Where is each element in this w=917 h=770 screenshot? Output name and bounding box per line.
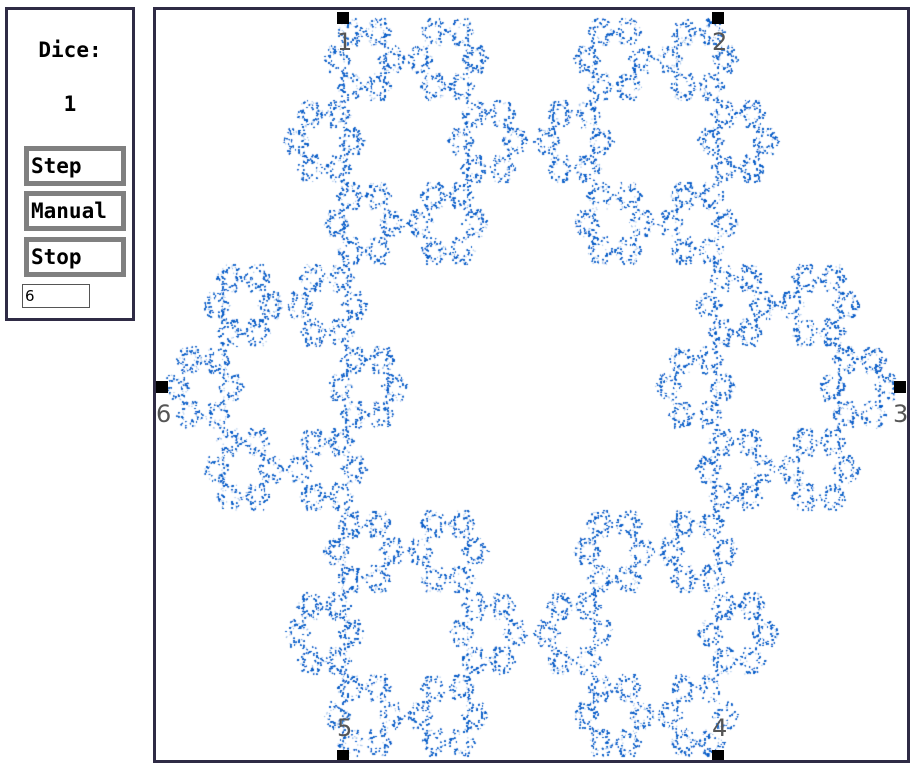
vertex-5-label: 5 <box>337 714 353 742</box>
vertex-5-marker <box>337 750 349 760</box>
dice-value: 1 <box>63 92 77 116</box>
sides-input[interactable] <box>22 284 90 308</box>
step-button[interactable]: Step <box>24 146 126 186</box>
vertex-4-marker <box>712 750 724 760</box>
point-cloud <box>156 10 907 760</box>
vertex-1-marker <box>337 12 349 24</box>
vertex-6-label: 6 <box>156 400 172 428</box>
vertex-2-label: 2 <box>712 28 728 56</box>
vertex-1-label: 1 <box>337 28 353 56</box>
stop-button[interactable]: Stop <box>24 237 126 277</box>
control-panel: Dice: 1 Step Manual Stop <box>5 7 135 321</box>
chaos-game-canvas[interactable]: 1 2 3 4 5 6 <box>153 7 910 763</box>
dice-label: Dice: <box>38 38 102 62</box>
vertex-2-marker <box>712 12 724 24</box>
vertex-6-marker <box>156 381 168 393</box>
vertex-3-marker <box>894 381 906 393</box>
manual-button[interactable]: Manual <box>24 191 126 231</box>
vertex-3-label: 3 <box>893 400 909 428</box>
vertex-4-label: 4 <box>712 714 728 742</box>
